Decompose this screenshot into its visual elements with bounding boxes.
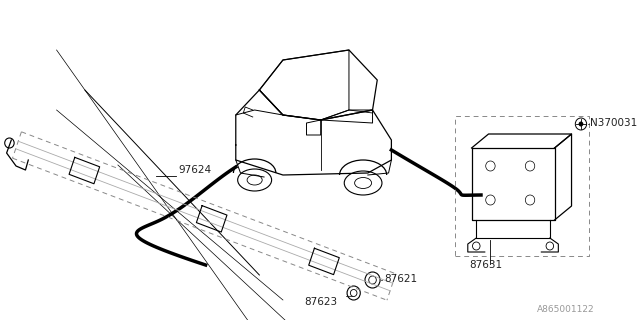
Text: A865001122: A865001122 (536, 305, 594, 314)
Text: 87631: 87631 (470, 260, 503, 270)
Circle shape (579, 122, 583, 126)
Text: 87623: 87623 (305, 297, 338, 307)
Text: 87621: 87621 (384, 274, 417, 284)
Text: 97624: 97624 (179, 165, 211, 175)
Text: N370031: N370031 (590, 118, 637, 128)
